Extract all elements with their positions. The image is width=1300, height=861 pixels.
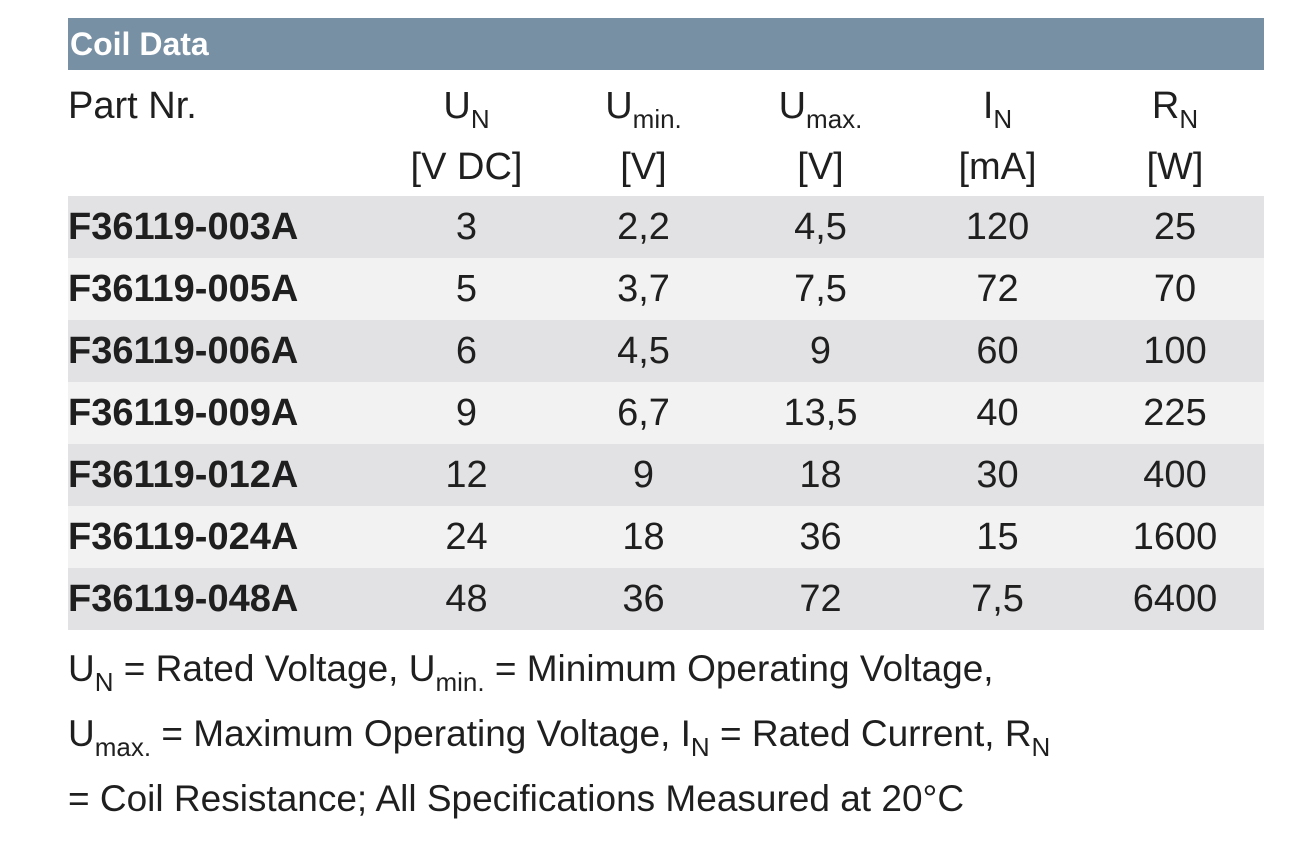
header-unit: [V] [797,146,844,188]
header-row: Part Nr. UN [V DC] Umin. [V] Umax. [V] I… [68,70,1264,196]
footnote-text: = Rated Current, R [709,713,1032,754]
cell-un: 6 [455,329,478,372]
table-row: F36119-005A 5 3,7 7,5 72 70 [68,258,1264,320]
footnote-text: U [68,648,95,689]
table-body: F36119-003A 3 2,2 4,5 120 25 F36119-005A 5 3,7 7,… [68,196,1264,630]
table-row: F36119-006A 6 4,5 9 60 100 [68,320,1264,382]
cell-in: 15 [976,515,1019,558]
cell-umax: 7,5 [794,267,847,310]
cell-rn: 225 [1143,391,1207,434]
header-unit: [V DC] [410,146,523,188]
cell-part: F36119-006A [68,329,299,372]
cell-in: 30 [976,453,1019,496]
footnote-text: N [1031,732,1051,762]
cell-part: F36119-003A [68,205,299,248]
header-symbol: Umax. [778,85,863,134]
cell-umax: 18 [799,453,842,496]
footnote-text: = Minimum Operating Voltage, [484,648,994,689]
cell-umin: 9 [632,453,655,496]
header-part-label: Part Nr. [68,85,197,127]
cell-umax: 9 [809,329,832,372]
cell-rn: 6400 [1132,577,1218,620]
cell-umin: 3,7 [617,267,670,310]
cell-part: F36119-009A [68,391,299,434]
header-rn: RN [W] [1086,70,1264,196]
header-umax: Umax. [V] [732,70,909,196]
cell-umax: 4,5 [794,205,847,248]
cell-un: 3 [455,205,478,248]
header-un: UN [V DC] [378,70,555,196]
cell-in: 7,5 [971,577,1024,620]
cell-in: 72 [976,267,1019,310]
cell-umax: 72 [799,577,842,620]
table-title: Coil Data [68,18,1264,70]
footnote: UN = Rated Voltage, Umin. = Minimum Oper… [68,638,1264,830]
footnote-text: = Coil Resistance; All Specifications Me… [68,778,965,819]
footnote-text: N [690,732,710,762]
header-symbol: Umin. [605,85,682,134]
cell-umax: 13,5 [783,391,858,434]
cell-umin: 4,5 [617,329,670,372]
cell-un: 24 [445,515,488,558]
cell-umin: 6,7 [617,391,670,434]
cell-un: 48 [445,577,488,620]
cell-umin: 18 [622,515,665,558]
header-in: IN [mA] [909,70,1086,196]
header-unit: [mA] [958,146,1037,188]
cell-un: 12 [445,453,488,496]
cell-umin: 2,2 [617,205,670,248]
cell-umin: 36 [622,577,665,620]
cell-part: F36119-048A [68,577,299,620]
header-symbol: RN [1151,85,1199,134]
cell-part: F36119-005A [68,267,299,310]
cell-un: 9 [455,391,478,434]
cell-rn: 70 [1153,267,1197,310]
footnote-text: U [68,713,95,754]
footnote-line-3: = Coil Resistance; All Specifications Me… [68,768,1264,830]
footnote-line-1: UN = Rated Voltage, Umin. = Minimum Oper… [68,638,1264,703]
footnote-text: min. [435,667,485,697]
header-symbol: UN [443,85,490,134]
coil-data-table: Coil Data Part Nr. UN [V DC] Umin. [V] U… [68,18,1264,830]
header-symbol: IN [982,85,1013,134]
header-part-nr: Part Nr. [68,70,378,196]
header-umin: Umin. [V] [555,70,732,196]
cell-rn: 100 [1143,329,1207,372]
table-row: F36119-009A 9 6,7 13,5 40 225 [68,382,1264,444]
cell-in: 40 [976,391,1019,434]
footnote-text: N [94,667,114,697]
cell-umax: 36 [799,515,842,558]
cell-rn: 1600 [1132,515,1218,558]
cell-part: F36119-012A [68,453,299,496]
cell-in: 60 [976,329,1019,372]
header-unit: [W] [1146,146,1204,188]
footnote-text: = Rated Voltage, U [113,648,436,689]
table-row: F36119-048A 48 36 72 7,5 6400 [68,568,1264,630]
cell-un: 5 [455,267,478,310]
cell-rn: 25 [1153,205,1197,248]
cell-part: F36119-024A [68,515,299,558]
table-row: F36119-012A 12 9 18 30 400 [68,444,1264,506]
cell-in: 120 [965,205,1030,248]
footnote-line-2: Umax. = Maximum Operating Voltage, IN = … [68,703,1264,768]
footnote-text: = Maximum Operating Voltage, I [151,713,691,754]
cell-rn: 400 [1143,453,1207,496]
table-row: F36119-024A 24 18 36 15 1600 [68,506,1264,568]
footnote-text: max. [94,732,152,762]
header-unit: [V] [620,146,667,188]
table-row: F36119-003A 3 2,2 4,5 120 25 [68,196,1264,258]
